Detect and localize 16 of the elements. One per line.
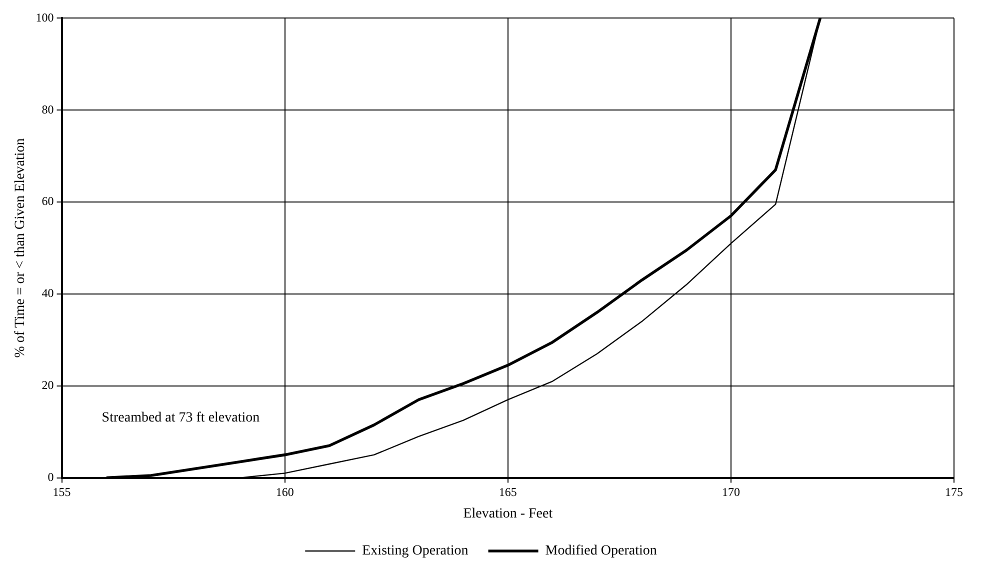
x-tick-label: 155 [52, 485, 71, 500]
x-tick-label: 165 [498, 485, 517, 500]
annotation: Streambed at 73 ft elevation [102, 410, 260, 426]
y-tick-label: 0 [48, 470, 54, 484]
x-axis-title: Elevation - Feet [463, 506, 553, 522]
legend-label: Modified Operation [545, 544, 657, 559]
y-tick-label: 80 [42, 102, 54, 116]
x-tick-label: 175 [945, 485, 963, 500]
y-tick-label: 60 [42, 194, 54, 208]
y-axis-title: % of Time = or < than Given Elevation [13, 138, 28, 358]
y-tick-label: 20 [42, 378, 54, 392]
y-tick-label: 100 [36, 10, 54, 24]
legend-label: Existing Operation [362, 544, 468, 559]
x-tick-label: 170 [722, 485, 740, 500]
x-tick-label: 160 [276, 485, 294, 500]
y-tick-label: 40 [42, 286, 54, 300]
